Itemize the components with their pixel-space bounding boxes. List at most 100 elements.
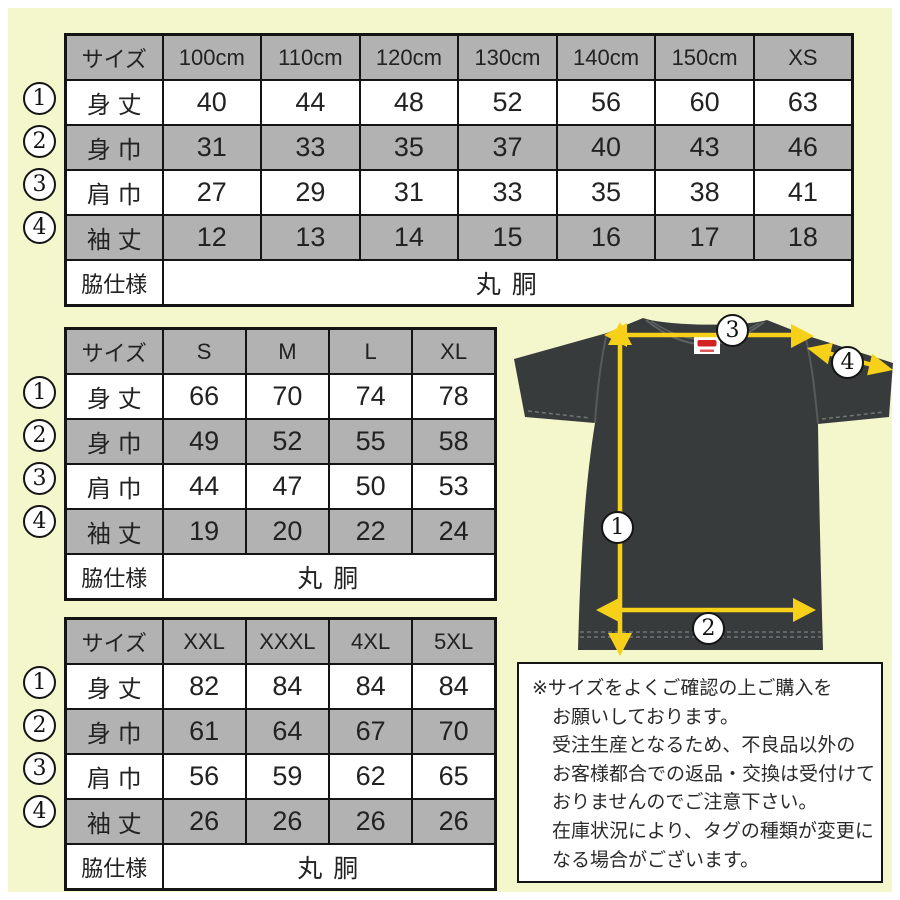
- measurement-cell: 17: [654, 214, 755, 261]
- right-sleeve-stitch: [821, 411, 885, 420]
- measurement-cell: 53: [411, 463, 497, 510]
- column-header: XL: [411, 327, 497, 375]
- left-sleeve-seam: [594, 332, 608, 424]
- measurement-cell: 62: [327, 753, 414, 800]
- row-label: 身 丈: [64, 79, 164, 126]
- side-spec-label: 脇仕様: [64, 843, 164, 891]
- circled-number-2: 2: [23, 125, 56, 158]
- measurement-row: 肩 巾 56 59 62 65: [64, 753, 497, 800]
- size-table-adult: サイズ S M L XL 身 丈 66 70 74 78 身 巾 49 52 55 58 肩 巾 44 47 50 5…: [64, 327, 497, 601]
- measurement-cell: 22: [327, 508, 414, 555]
- measurement-cell: 13: [260, 214, 361, 261]
- side-spec-value: 丸 胴: [161, 843, 497, 891]
- column-header: 130cm: [457, 33, 558, 81]
- note-line: ※サイズをよくご確認の上ご購入を: [532, 678, 833, 699]
- measurement-cell: 67: [327, 708, 414, 755]
- measurement-row: 袖 丈 19 20 22 24: [64, 508, 497, 555]
- circled-number-1: 1: [23, 376, 56, 409]
- measurement-cell: 26: [244, 798, 331, 845]
- column-header: 4XL: [327, 617, 414, 665]
- circled-number-4: 4: [23, 505, 56, 538]
- measurement-cell: 63: [752, 79, 854, 126]
- row-label: 肩 巾: [64, 753, 164, 800]
- measurement-cell: 56: [161, 753, 247, 800]
- measurement-cell: 35: [358, 124, 460, 171]
- measurement-cell: 70: [244, 373, 331, 420]
- header-row: サイズ 100cm 110cm 120cm 130cm 140cm 150cm XS: [64, 33, 854, 81]
- measurement-cell: 64: [244, 708, 331, 755]
- footer-row: 脇仕様丸 胴: [64, 553, 497, 601]
- measurement-cell: 84: [244, 663, 331, 710]
- measurement-cell: 50: [327, 463, 414, 510]
- measurement-cell: 18: [752, 214, 854, 261]
- measurement-cell: 84: [327, 663, 414, 710]
- measurement-row: 身 丈 82 84 84 84: [64, 663, 497, 710]
- measurement-cell: 43: [654, 124, 755, 171]
- circled-number-3: 3: [23, 752, 56, 785]
- side-spec-label: 脇仕様: [64, 553, 164, 601]
- row-label: 肩 巾: [64, 169, 164, 216]
- measurement-cell: 16: [555, 214, 657, 261]
- column-header: XXL: [161, 617, 247, 665]
- measurement-cell: 66: [161, 373, 247, 420]
- measurement-cell: 20: [244, 508, 331, 555]
- row-label: 袖 丈: [64, 798, 164, 845]
- column-header: サイズ: [64, 327, 164, 375]
- diagram-circled-number-4: 4: [831, 346, 864, 379]
- measurement-row: 袖 丈 26 26 26 26: [64, 798, 497, 845]
- measurement-row: 身 丈 40 44 48 52 56 60 63: [64, 79, 854, 126]
- measurement-cell: 40: [161, 79, 263, 126]
- measurement-cell: 59: [244, 753, 331, 800]
- measurement-cell: 12: [161, 214, 263, 261]
- measurement-cell: 26: [411, 798, 497, 845]
- measurement-cell: 58: [411, 418, 497, 465]
- column-header: 100cm: [161, 33, 263, 81]
- side-spec-label: 脇仕様: [64, 259, 164, 307]
- column-header: XS: [752, 33, 854, 81]
- note-line: お客様都合での返品・交換は受付けて: [552, 763, 876, 785]
- column-header: 120cm: [358, 33, 460, 81]
- row-label: 袖 丈: [64, 508, 164, 555]
- side-spec-value: 丸 胴: [161, 259, 854, 307]
- note-line: 在庫状況により、タグの種類が変更に: [552, 820, 874, 842]
- measurement-cell: 31: [358, 169, 460, 216]
- measurement-cell: 44: [260, 79, 361, 126]
- measurement-cell: 33: [260, 124, 361, 171]
- size-table-big: サイズ XXL XXXL 4XL 5XL 身 丈 82 84 84 84 身 巾 61 64 67 70 肩 …: [64, 617, 497, 891]
- column-header: L: [327, 327, 414, 375]
- column-header: S: [161, 327, 247, 375]
- measurement-cell: 82: [161, 663, 247, 710]
- column-header: サイズ: [64, 33, 164, 81]
- measurement-cell: 29: [260, 169, 361, 216]
- footer-row: 脇仕様丸 胴: [64, 259, 854, 307]
- measurement-cell: 70: [411, 708, 497, 755]
- row-label: 身 巾: [64, 418, 164, 465]
- measurement-cell: 33: [457, 169, 558, 216]
- diagram-circled-number-1: 1: [601, 511, 634, 544]
- note-line: おりませんのでご注意下さい。: [552, 792, 818, 814]
- note-line: 受注生産となるため、不良品以外の: [552, 735, 856, 757]
- measurement-cell: 78: [411, 373, 497, 420]
- measurement-cell: 84: [411, 663, 497, 710]
- circled-number-1: 1: [23, 666, 56, 699]
- measurement-cell: 14: [358, 214, 460, 261]
- circled-number-3: 3: [23, 462, 56, 495]
- circled-number-3: 3: [23, 168, 56, 201]
- side-spec-value: 丸 胴: [161, 553, 497, 601]
- brand-tag: [694, 337, 720, 354]
- circled-number-4: 4: [23, 211, 56, 244]
- size-table-kids: サイズ 100cm 110cm 120cm 130cm 140cm 150cm XS 身 丈 40…: [64, 33, 854, 307]
- measurement-cell: 74: [327, 373, 414, 420]
- circled-number-2: 2: [23, 709, 56, 742]
- footer-row: 脇仕様丸 胴: [64, 843, 497, 891]
- arrow-body-length-1: [608, 322, 632, 656]
- row-label: 身 巾: [64, 708, 164, 755]
- column-header: サイズ: [64, 617, 164, 665]
- measurement-cell: 60: [654, 79, 755, 126]
- note-line: お願いしております。: [552, 706, 739, 728]
- column-header: 140cm: [555, 33, 657, 81]
- row-label: 身 巾: [64, 124, 164, 171]
- measurement-cell: 38: [654, 169, 755, 216]
- measurement-cell: 61: [161, 708, 247, 755]
